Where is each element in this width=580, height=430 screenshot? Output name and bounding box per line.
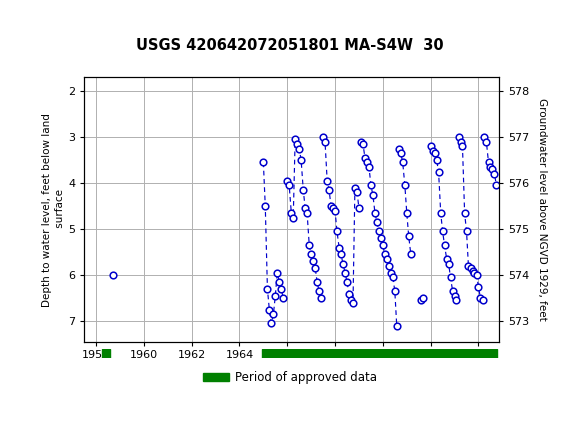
Y-axis label: Groundwater level above NGVD 1929, feet: Groundwater level above NGVD 1929, feet [538,98,548,321]
Text: ≋: ≋ [7,10,26,30]
Text: USGS: USGS [38,10,97,30]
Y-axis label: Depth to water level, feet below land
 surface: Depth to water level, feet below land su… [42,113,65,307]
Legend: Period of approved data: Period of approved data [203,371,377,384]
Bar [262,349,497,358]
Text: USGS 420642072051801 MA-S4W  30: USGS 420642072051801 MA-S4W 30 [136,38,444,52]
Bar [102,349,110,358]
